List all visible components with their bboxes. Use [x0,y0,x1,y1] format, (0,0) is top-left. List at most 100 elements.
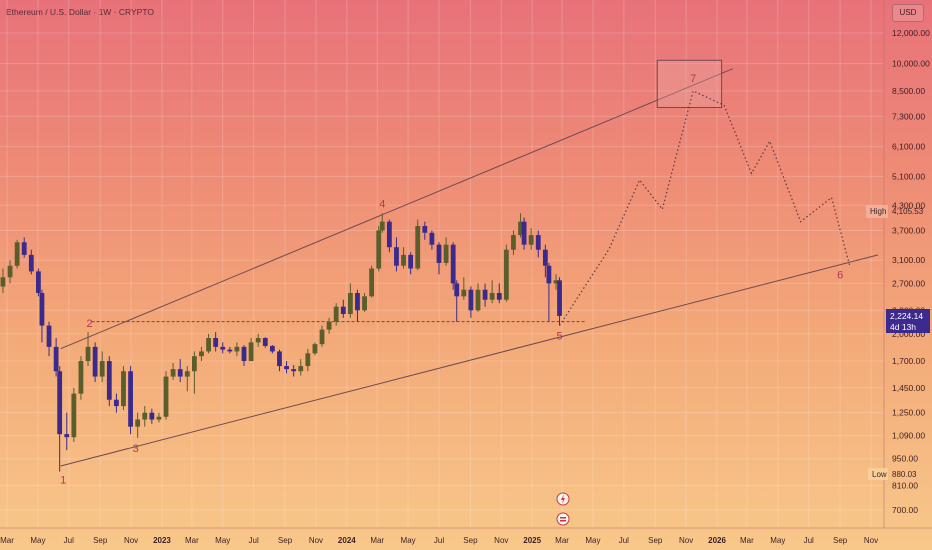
candle [71,387,77,442]
candle [248,338,254,362]
price-tick-label: 1,090.00 [892,431,925,441]
candle-body [415,226,421,269]
candle [234,342,240,357]
candle [298,359,304,376]
symbol-title[interactable]: Ethereum / U.S. Dollar · 1W · CRYPTO [6,7,154,17]
candle-body [394,247,399,266]
candle [99,351,105,383]
time-tick-label: May [585,536,600,545]
candle [482,283,488,307]
candle-body [454,283,460,297]
time-tick-label: Nov [494,536,508,545]
time-tick-label: May [215,536,230,545]
candle [113,393,119,413]
candle [85,332,91,367]
time-tick-label: 2025 [523,536,541,545]
candle-body [255,338,261,343]
candle [394,237,399,272]
candle-body [408,254,414,269]
candle-body [291,369,297,372]
channel-upper-line[interactable] [60,68,733,350]
candle-body [429,232,435,245]
low-marker: Low 880.03 [868,468,917,480]
candle-body [213,338,219,347]
candle-body [53,346,59,372]
candle [220,342,226,354]
time-tick-label: 2024 [338,536,356,545]
time-tick-label: 2026 [708,536,726,545]
time-axis[interactable]: Mar May Jul Sep Nov 2023 Mar May Jul Sep Nov 2024 Ma… [0,527,932,545]
candle [284,361,289,374]
flash-event-icon[interactable] [556,492,570,506]
price-tick-label: 700.00 [892,505,918,515]
price-tick-label: 5,100.00 [892,172,925,182]
candle [379,213,385,233]
candle [142,406,148,427]
candle [163,371,169,420]
price-tick-label: 950.00 [892,454,918,464]
candle [277,349,282,372]
wave-labels: 1 2 3 4 5 7 6 [60,73,843,487]
candle-body [347,292,353,315]
candle [35,268,41,297]
candle [347,283,353,318]
candle-body [0,277,6,287]
candle [496,283,502,304]
time-tick-label: Sep [278,536,293,545]
candle [542,244,548,278]
time-tick-label: Nov [679,536,693,545]
price-tick-label: 4,300.00 [892,200,925,210]
wave-label-3: 3 [133,443,139,455]
candle [227,346,233,354]
candle [64,412,70,451]
candle [408,252,414,275]
candle [191,351,197,394]
candle-body [312,344,318,354]
price-tick-label: 3,700.00 [892,226,925,236]
candle [92,342,98,383]
candle-body [57,371,63,435]
candle [454,280,460,322]
candle-body [553,280,559,284]
time-tick-label: Jul [804,536,814,545]
earnings-event-icon[interactable] [556,512,570,526]
candle [475,283,481,312]
price-tick-label: 1,450.00 [892,383,925,393]
price-axis[interactable]: 12,000.00 10,000.00 8,500.00 7,300.00 6,100.… [883,0,930,528]
candle [489,280,495,304]
candle [511,230,516,255]
candle-body [85,346,91,362]
candle-body [21,242,27,255]
candle-body [369,268,375,297]
candle [262,337,268,348]
candle-body [220,346,226,350]
candle [21,237,27,258]
price-tick-label: 6,100.00 [892,142,925,152]
projection-path[interactable] [558,90,851,326]
candle [333,303,339,326]
candle [78,356,84,400]
candle [386,219,392,253]
candle-body [355,292,360,311]
target-box[interactable] [656,59,723,108]
price-tick-label: 1,700.00 [892,356,925,366]
time-tick-label: Sep [648,536,663,545]
candle [401,247,406,269]
candle [213,332,219,352]
high-marker: High 4,105.53 [866,205,924,218]
candle-body [386,221,392,248]
channel-lower-line[interactable] [60,254,879,467]
candle [369,265,375,298]
candle-body [170,369,176,377]
time-tick-label: May [401,536,416,545]
candle [503,244,509,302]
currency-button[interactable]: USD [892,4,924,22]
wave-label-6: 6 [837,270,843,282]
candle [149,408,155,424]
candle [443,237,449,266]
candle [184,366,190,392]
candle-body [241,346,247,362]
event-icons[interactable] [555,490,571,530]
candle-body [362,296,367,311]
